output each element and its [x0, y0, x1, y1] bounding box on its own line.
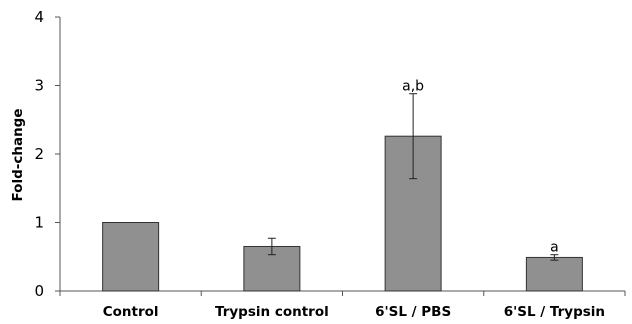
y-tick-label: 0	[34, 282, 44, 300]
x-tick-label: Trypsin control	[215, 304, 329, 320]
y-tick-label: 4	[34, 8, 44, 26]
y-axis-label: Fold-change	[10, 109, 26, 202]
x-tick-label: 6'SL / Trypsin	[504, 304, 605, 320]
y-tick-label: 1	[34, 214, 44, 232]
bar	[525, 256, 583, 292]
x-tick-label: Control	[103, 304, 159, 320]
x-tick-label: 6'SL / PBS	[375, 304, 451, 320]
y-tick-label: 2	[34, 145, 44, 163]
significance-label: a,b	[402, 79, 424, 95]
y-tick-label: 3	[34, 77, 44, 95]
bar	[102, 222, 160, 292]
significance-label: a	[550, 240, 559, 256]
bars: a,b a	[102, 79, 583, 292]
